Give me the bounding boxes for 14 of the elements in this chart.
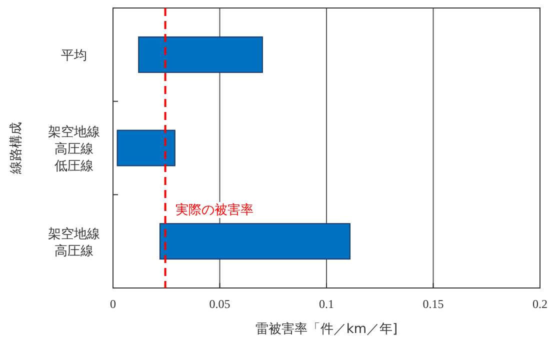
bar: [159, 223, 350, 260]
y-tick-label: 架空地線高圧線: [48, 226, 100, 259]
x-tick-label: 0: [110, 297, 116, 311]
y-tick-label: 平均: [61, 48, 87, 64]
y-tick-label: 架空地線高圧線低圧線: [48, 125, 100, 174]
ref-line-label: 実際の被害率: [175, 202, 254, 218]
x-tick-label: 0.15: [422, 297, 444, 311]
bar: [138, 36, 263, 73]
y-axis-title: 線路構成: [9, 122, 24, 175]
x-tick-label: 0.1: [319, 297, 334, 311]
x-tick-label: 0.2: [532, 297, 548, 311]
bar: [116, 130, 176, 166]
x-axis-title: 雷被害率「件／km／年]: [255, 321, 398, 337]
x-tick-label: 0.05: [209, 297, 230, 311]
